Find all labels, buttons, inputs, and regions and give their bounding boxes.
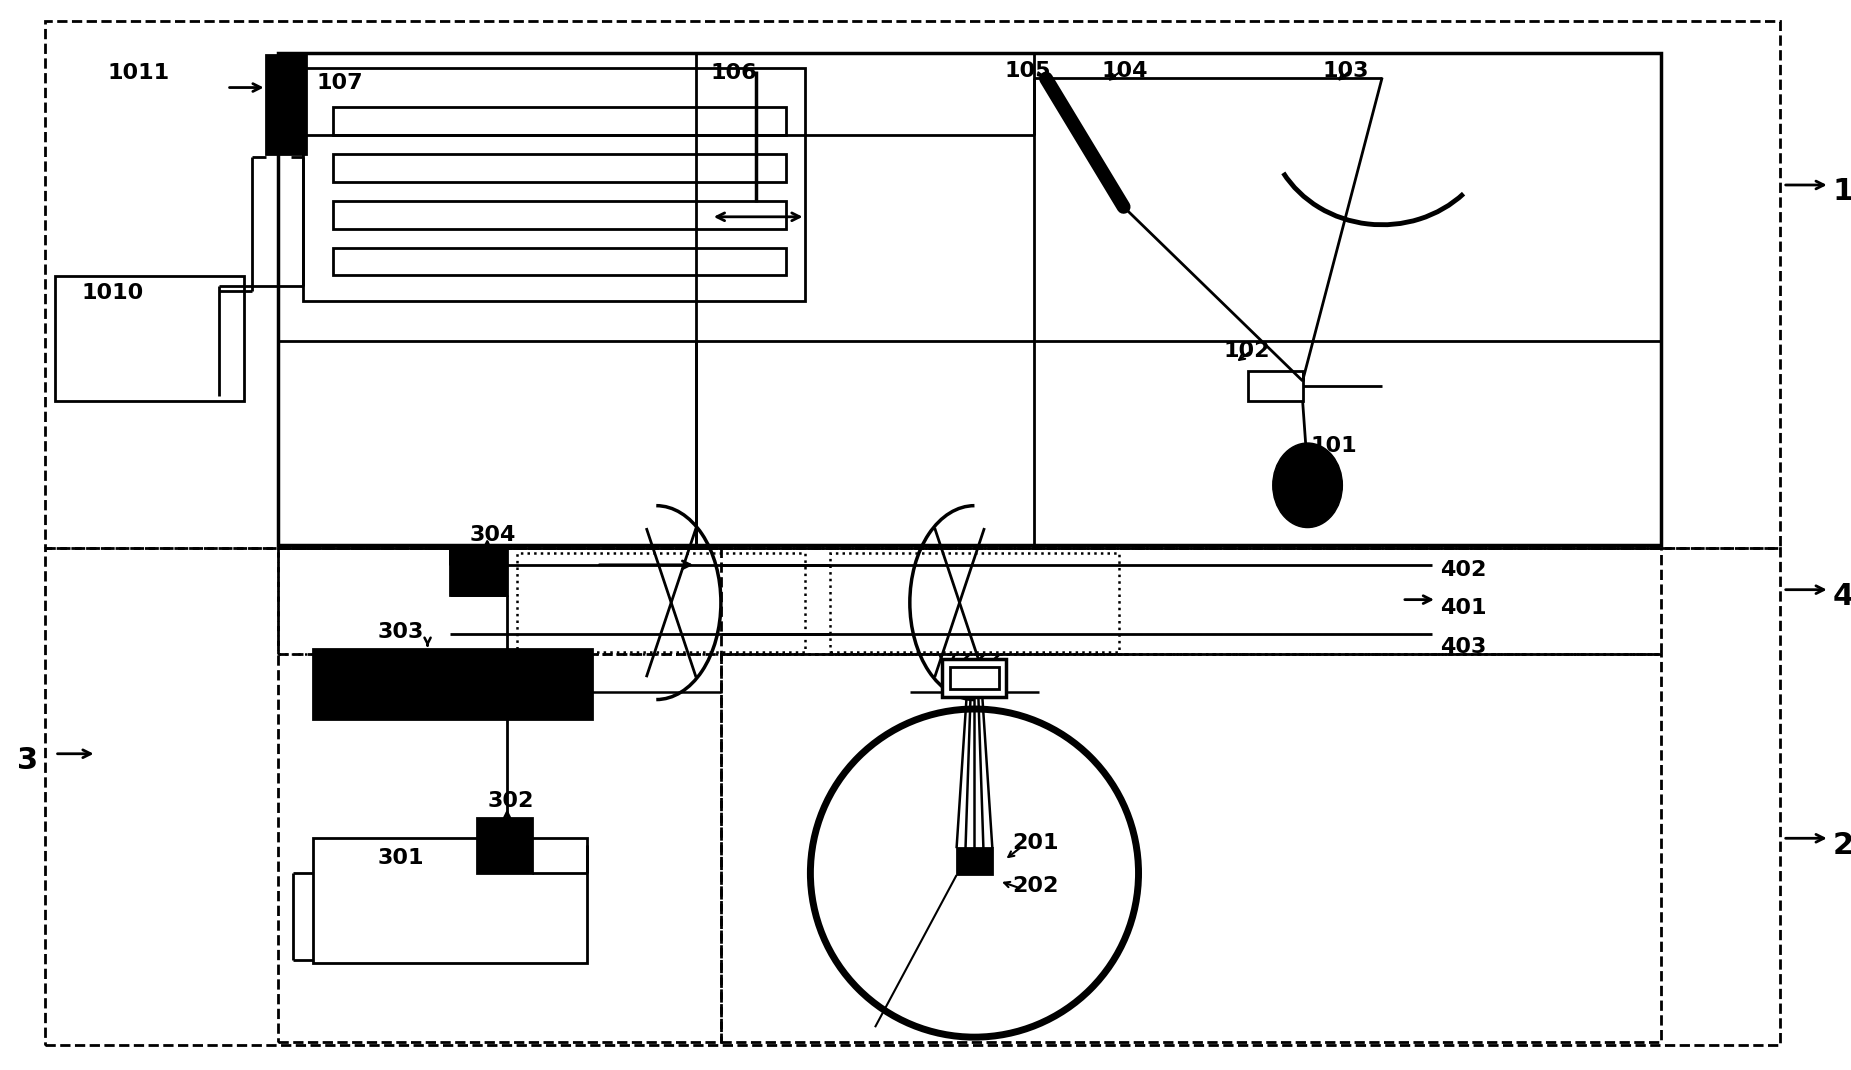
- Text: 106: 106: [711, 63, 757, 82]
- Text: 301: 301: [378, 849, 424, 868]
- Text: 101: 101: [1311, 435, 1357, 456]
- Bar: [942, 659, 1007, 697]
- Text: 104: 104: [1101, 61, 1148, 80]
- Bar: [516, 553, 805, 653]
- Text: 4: 4: [1832, 582, 1851, 611]
- Bar: [278, 52, 1660, 545]
- Bar: [720, 655, 1660, 1042]
- Bar: [478, 819, 531, 873]
- Bar: [313, 649, 592, 719]
- Bar: [304, 67, 805, 302]
- Text: 107: 107: [317, 73, 363, 93]
- Text: 303: 303: [378, 623, 424, 642]
- Text: 103: 103: [1322, 61, 1370, 80]
- Text: 1010: 1010: [81, 284, 144, 304]
- Text: 202: 202: [1012, 876, 1059, 896]
- Text: 1011: 1011: [107, 63, 170, 82]
- Bar: [56, 276, 244, 401]
- Text: 201: 201: [1012, 834, 1059, 853]
- Text: 402: 402: [1440, 560, 1486, 580]
- Text: 102: 102: [1224, 341, 1270, 361]
- Bar: [950, 668, 1000, 689]
- Bar: [267, 55, 305, 154]
- Bar: [44, 548, 1781, 1045]
- Bar: [1248, 371, 1303, 401]
- Text: 304: 304: [470, 525, 516, 545]
- Ellipse shape: [1273, 443, 1342, 528]
- Text: 403: 403: [1440, 638, 1486, 657]
- Bar: [450, 548, 507, 595]
- Bar: [278, 548, 1660, 655]
- Bar: [333, 107, 785, 135]
- Bar: [957, 849, 992, 874]
- Text: 3: 3: [17, 746, 39, 776]
- Text: 302: 302: [487, 792, 533, 811]
- Text: 2: 2: [1832, 830, 1851, 859]
- Text: 1: 1: [1832, 178, 1851, 207]
- Bar: [333, 154, 785, 182]
- Text: 401: 401: [1440, 598, 1486, 617]
- Bar: [333, 201, 785, 229]
- Bar: [278, 548, 720, 1042]
- Bar: [44, 21, 1781, 548]
- Bar: [313, 838, 587, 963]
- Bar: [831, 553, 1118, 653]
- Bar: [333, 247, 785, 275]
- Text: 105: 105: [1005, 61, 1051, 80]
